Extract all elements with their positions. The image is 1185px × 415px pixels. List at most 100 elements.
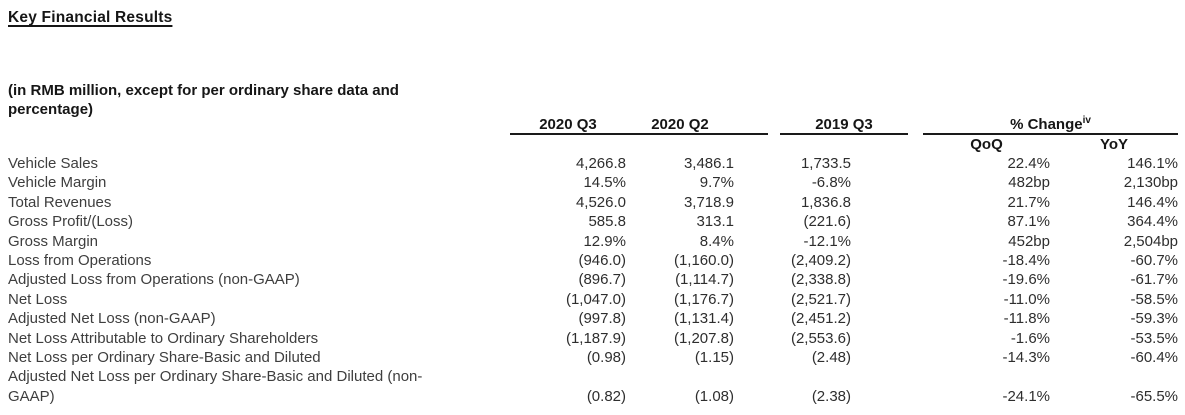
financial-table: 2020 Q3 2020 Q2 2019 Q3 % Changeiv QoQ Y… [0, 112, 1179, 406]
cell-yoy: -65.5% [1130, 387, 1179, 405]
cell-2020-q2: 3,486.1 [683, 155, 734, 172]
table-row: Vehicle Sales 4,266.8 3,486.1 1,733.5 22… [0, 154, 1178, 173]
cell-qoq: -14.3% [1002, 349, 1050, 367]
cell-2020-q3: 585.8 [588, 213, 626, 231]
cell-yoy: 2,504bp [1123, 232, 1179, 250]
cell-2020-q3: (0.82) [586, 387, 626, 405]
cell-2020-q2: (1,131.4) [673, 310, 734, 328]
row-label: Adjusted Loss from Operations (non-GAAP) [8, 271, 300, 289]
cell-qoq: 482bp [1008, 174, 1050, 192]
pct-change-label: % Change [1010, 116, 1083, 133]
table-row: Loss from Operations (946.0) (1,160.0) (… [0, 251, 1178, 270]
cell-2020-q3: (997.8) [578, 310, 626, 328]
table-subtitle: (in RMB million, except for per ordinary… [8, 82, 399, 118]
cell-2020-q3: (0.98) [586, 349, 626, 367]
cell-2019-q3: (221.6) [803, 213, 851, 231]
page-title: Key Financial Results [8, 9, 173, 26]
col-header-2020-q2: 2020 Q2 [626, 112, 768, 135]
cell-2019-q3: (2,521.7) [790, 290, 851, 308]
table-row: Adjusted Loss from Operations (non-GAAP)… [0, 270, 1178, 289]
cell-qoq: -1.6% [1010, 329, 1050, 347]
cell-2020-q3: (1,187.9) [565, 329, 626, 347]
cell-2020-q3: 14.5% [583, 174, 626, 192]
header-gap [768, 112, 780, 134]
cell-2020-q3: (896.7) [578, 271, 626, 289]
column-header-row: 2020 Q3 2020 Q2 2019 Q3 % Changeiv [0, 112, 1179, 135]
row-label: Vehicle Margin [8, 174, 107, 192]
row-label: Vehicle Sales [8, 155, 99, 172]
row-label: Loss from Operations [8, 252, 152, 270]
cell-yoy: 364.4% [1127, 213, 1179, 231]
table-row: Vehicle Margin 14.5% 9.7% -6.8% 482bp 2,… [0, 173, 1178, 192]
sub-header-row: QoQ YoY [0, 134, 1178, 154]
row-label: Adjusted Net Loss per Ordinary Share-Bas… [8, 368, 423, 405]
cell-2019-q3: (2.48) [811, 349, 851, 367]
cell-2020-q3: 4,526.0 [575, 193, 626, 211]
cell-2020-q2: (1.08) [694, 387, 734, 405]
cell-qoq: -24.1% [1002, 387, 1050, 405]
row-label: Net Loss Attributable to Ordinary Shareh… [8, 329, 319, 347]
cell-2020-q3: (946.0) [578, 252, 626, 270]
cell-qoq: -11.0% [1003, 290, 1050, 308]
cell-2020-q2: (1,114.7) [675, 271, 734, 289]
table-row: Net Loss (1,047.0) (1,176.7) (2,521.7) -… [0, 290, 1178, 309]
table-row: Adjusted Net Loss per Ordinary Share-Bas… [0, 367, 1178, 406]
cell-qoq: -11.8% [1003, 310, 1050, 328]
table-row: Net Loss per Ordinary Share-Basic and Di… [0, 348, 1178, 367]
pct-change-superscript: iv [1082, 115, 1091, 126]
cell-qoq: 21.7% [1007, 193, 1050, 211]
row-label: Net Loss [8, 290, 68, 308]
cell-2020-q2: (1,207.8) [673, 329, 734, 347]
row-label: Gross Margin [8, 232, 99, 250]
cell-yoy: 2,130bp [1123, 174, 1179, 192]
cell-2019-q3: -12.1% [803, 232, 851, 250]
row-label: Gross Profit/(Loss) [8, 213, 134, 231]
table-row: Net Loss Attributable to Ordinary Shareh… [0, 329, 1178, 348]
cell-yoy: 146.4% [1127, 193, 1179, 211]
cell-2019-q3: 1,836.8 [800, 193, 851, 211]
cell-2020-q3: 4,266.8 [575, 155, 626, 172]
cell-2019-q3: (2,338.8) [790, 271, 851, 289]
cell-qoq: 87.1% [1007, 213, 1050, 231]
cell-qoq: 452bp [1008, 232, 1050, 250]
table-row: Total Revenues 4,526.0 3,718.9 1,836.8 2… [0, 193, 1178, 212]
cell-2020-q2: 9.7% [699, 174, 734, 192]
cell-2020-q2: 3,718.9 [683, 193, 734, 211]
cell-2019-q3: (2,553.6) [790, 329, 851, 347]
cell-2020-q2: 8.4% [699, 232, 734, 250]
cell-yoy: -60.7% [1130, 252, 1179, 270]
table-row: Gross Margin 12.9% 8.4% -12.1% 452bp 2,5… [0, 232, 1178, 251]
cell-2020-q3: 12.9% [583, 232, 626, 250]
cell-2020-q2: 313.1 [696, 213, 734, 231]
cell-yoy: -59.3% [1130, 310, 1179, 328]
cell-2019-q3: 1,733.5 [800, 155, 851, 172]
cell-yoy: -53.5% [1130, 329, 1179, 347]
cell-yoy: -58.5% [1130, 290, 1179, 308]
cell-2020-q2: (1.15) [694, 349, 734, 367]
row-label: Adjusted Net Loss (non-GAAP) [8, 310, 216, 328]
cell-2019-q3: (2.38) [811, 387, 851, 405]
cell-2019-q3: (2,409.2) [790, 252, 851, 270]
table-row: Gross Profit/(Loss) 585.8 313.1 (221.6) … [0, 212, 1178, 231]
row-label: Net Loss per Ordinary Share-Basic and Di… [8, 349, 321, 367]
col-header-2019-q3: 2019 Q3 [780, 112, 908, 135]
cell-qoq: 22.4% [1007, 155, 1050, 172]
cell-2020-q2: (1,160.0) [673, 252, 734, 270]
cell-2020-q3: (1,047.0) [565, 290, 626, 308]
label-column-header [0, 112, 510, 134]
cell-yoy: 146.1% [1127, 155, 1179, 172]
col-header-2020-q3: 2020 Q3 [510, 112, 626, 135]
yoy-header: YoY [1099, 136, 1129, 153]
header-gap [908, 112, 923, 134]
cell-yoy: -60.4% [1130, 349, 1179, 367]
qoq-header: QoQ [970, 136, 1003, 153]
cell-yoy: -61.7% [1130, 271, 1179, 289]
cell-2020-q2: (1,176.7) [673, 290, 734, 308]
cell-qoq: -18.4% [1002, 252, 1050, 270]
cell-qoq: -19.6% [1002, 271, 1050, 289]
cell-2019-q3: -6.8% [811, 174, 851, 192]
pct-change-header: % Changeiv [923, 112, 1179, 135]
cell-2019-q3: (2,451.2) [790, 310, 851, 328]
row-label: Total Revenues [8, 193, 112, 211]
